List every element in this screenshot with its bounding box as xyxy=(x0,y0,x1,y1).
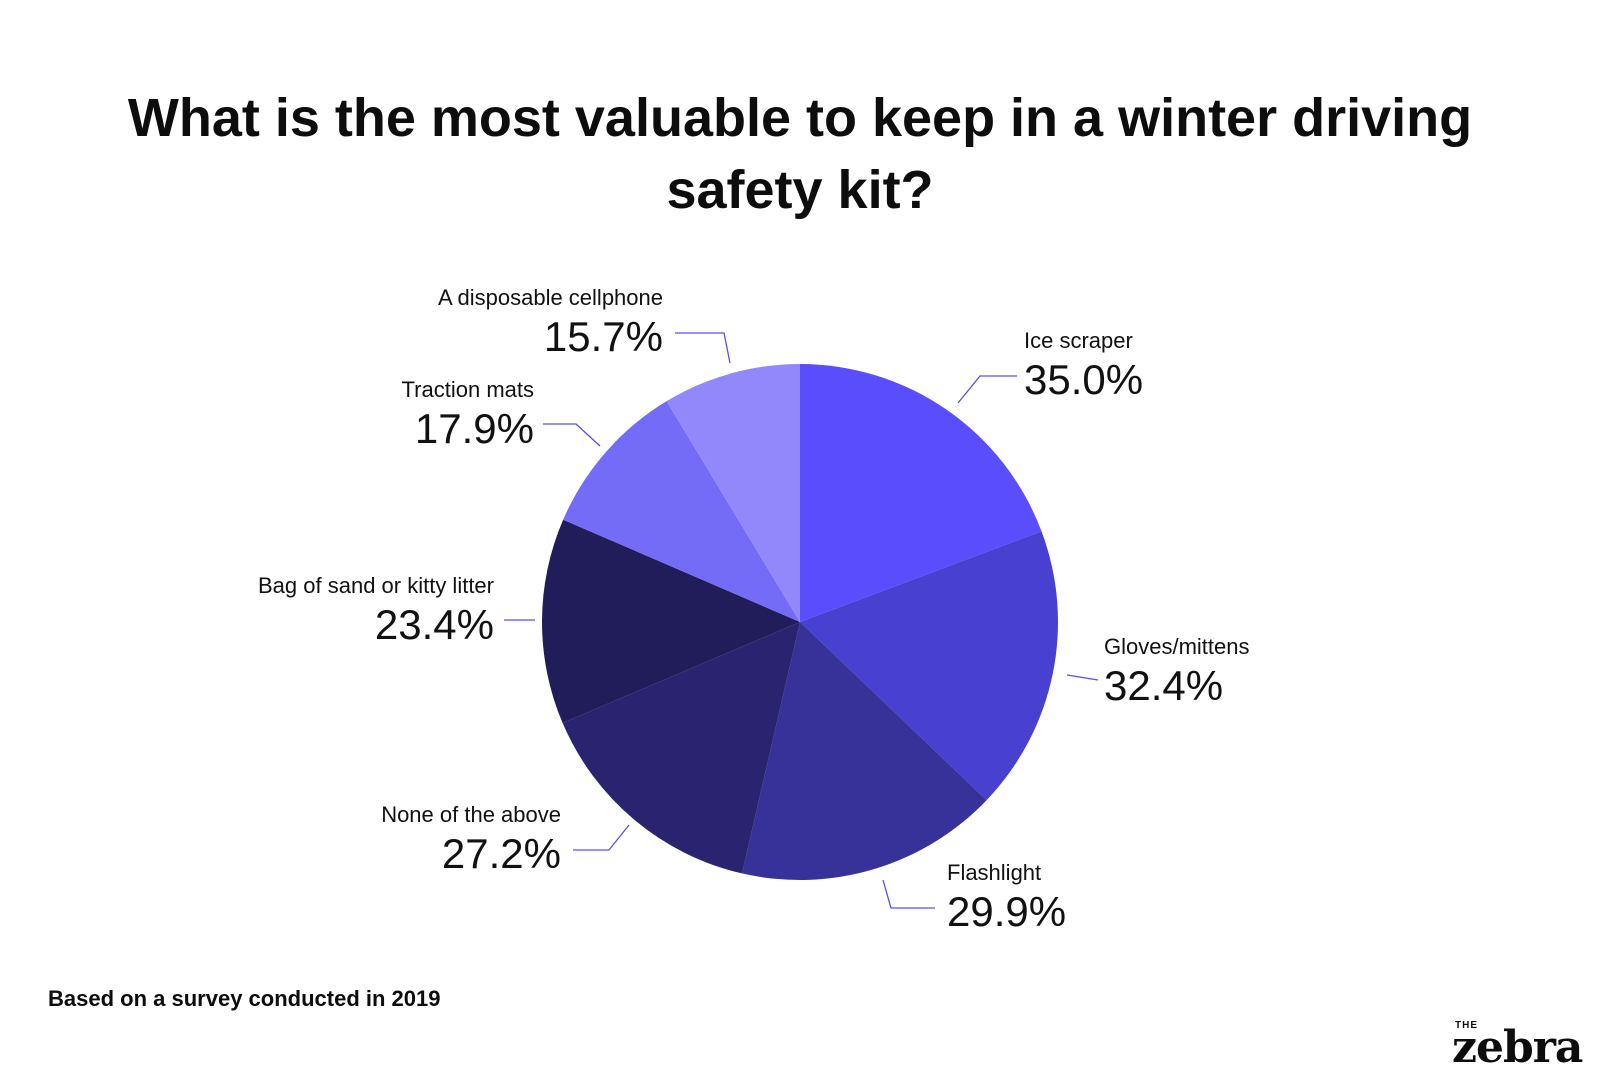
slice-label-bag-of-sand-or-kitty-litter: Bag of sand or kitty litter xyxy=(258,573,494,598)
slice-value-gloves-mittens: 32.4% xyxy=(1104,662,1223,709)
pie-slice-none-of-the-above xyxy=(562,622,800,874)
leader-line-flashlight xyxy=(882,879,935,909)
pie-slice-gloves-mittens xyxy=(800,531,1059,801)
footnote: Based on a survey conducted in 2019 xyxy=(48,986,441,1011)
pie-slice-flashlight xyxy=(742,622,987,881)
slice-value-a-disposable-cellphone: 15.7% xyxy=(544,313,663,360)
pie-slice-bag-of-sand-or-kitty-litter xyxy=(541,519,800,724)
chart-title: What is the most valuable to keep in a w… xyxy=(127,88,1473,220)
slice-value-bag-of-sand-or-kitty-litter: 23.4% xyxy=(375,601,494,648)
slice-value-flashlight: 29.9% xyxy=(947,888,1066,935)
slice-value-none-of-the-above: 27.2% xyxy=(442,830,561,877)
leader-line-gloves-mittens xyxy=(1066,674,1099,681)
leader-line-traction-mats xyxy=(543,423,601,447)
leader-line-ice-scraper xyxy=(957,375,1017,404)
slice-value-traction-mats: 17.9% xyxy=(415,405,534,452)
slice-label-gloves-mittens: Gloves/mittens xyxy=(1104,634,1250,659)
pie-slices xyxy=(541,364,1059,881)
brand-logo-the: THE xyxy=(1455,1020,1478,1031)
slice-label-traction-mats: Traction mats xyxy=(402,377,534,402)
slice-label-ice-scraper: Ice scraper xyxy=(1024,328,1133,353)
slice-label-a-disposable-cellphone: A disposable cellphone xyxy=(438,285,663,310)
slice-value-ice-scraper: 35.0% xyxy=(1024,356,1143,403)
leader-lines xyxy=(504,332,1099,909)
leader-line-none-of-the-above xyxy=(573,824,630,851)
leader-line-a-disposable-cellphone xyxy=(675,332,731,364)
pie-slice-a-disposable-cellphone xyxy=(666,364,800,622)
pie-slice-traction-mats xyxy=(563,401,800,622)
brand-logo: THE zebra xyxy=(1452,1020,1600,1076)
slice-labels: Ice scraper 35.0% Gloves/mittens 32.4% Flash… xyxy=(258,285,1250,935)
slice-label-flashlight: Flashlight xyxy=(947,860,1041,885)
pie-slice-ice-scraper xyxy=(800,364,1042,622)
brand-logo-name: zebra xyxy=(1452,1022,1583,1073)
slice-label-none-of-the-above: None of the above xyxy=(381,802,561,827)
